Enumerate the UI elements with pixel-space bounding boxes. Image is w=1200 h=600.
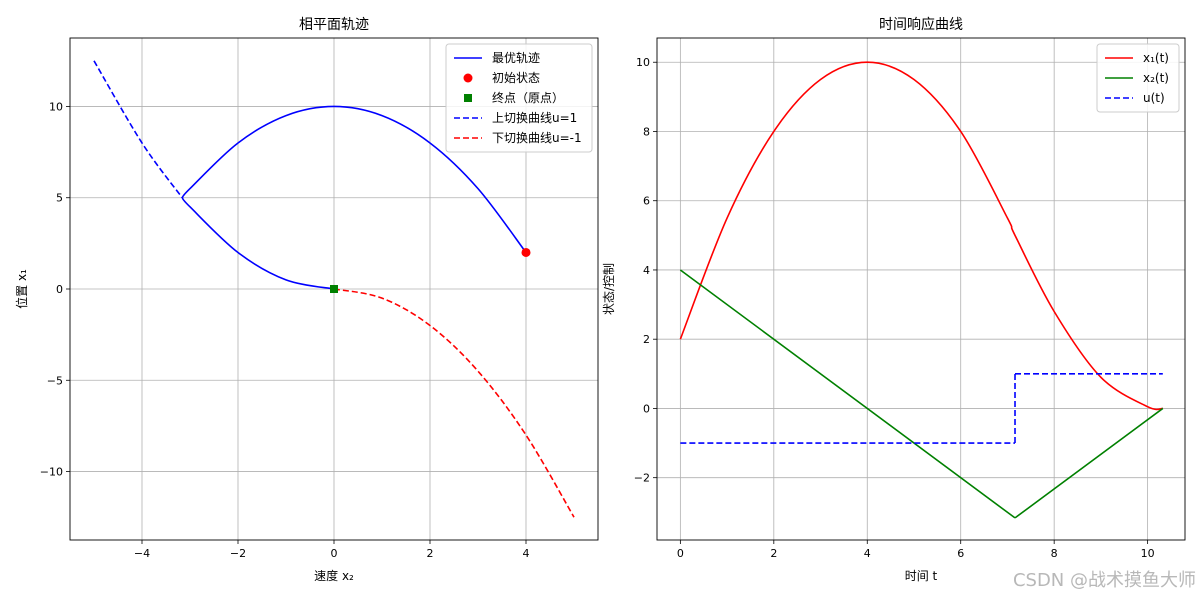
scatter-point-square bbox=[330, 285, 338, 293]
axes-frame bbox=[656, 37, 1186, 541]
x-axis-label: 速度 x₂ bbox=[314, 568, 354, 583]
x-tick-label: 2 bbox=[770, 547, 777, 560]
axes-frame bbox=[69, 37, 599, 541]
series-line-3 bbox=[93, 60, 183, 199]
legend-entry-label: 上切换曲线u=1 bbox=[492, 111, 577, 125]
scatter-point-circle bbox=[521, 247, 531, 257]
y-tick-label: 10 bbox=[636, 56, 650, 69]
series-line-0 bbox=[181, 105, 527, 290]
series-line-2 bbox=[680, 373, 1163, 444]
x-tick-label: −4 bbox=[134, 547, 150, 560]
series-line-0 bbox=[679, 61, 1163, 411]
watermark: CSDN @战术摸鱼大师 bbox=[1013, 570, 1196, 591]
legend-entry-label: 最优轨迹 bbox=[492, 51, 540, 65]
x-tick-label: 4 bbox=[864, 547, 871, 560]
y-tick-label: 2 bbox=[643, 333, 650, 346]
plot-area bbox=[93, 60, 575, 518]
y-tick-label: 0 bbox=[56, 283, 63, 296]
x-tick-label: 10 bbox=[1141, 547, 1155, 560]
legend-swatch bbox=[463, 73, 473, 83]
legend-swatch bbox=[464, 94, 472, 102]
series-line-1 bbox=[679, 269, 1164, 519]
x-tick-label: 2 bbox=[427, 547, 434, 560]
x-tick-label: 4 bbox=[523, 547, 530, 560]
y-tick-label: 4 bbox=[643, 264, 650, 277]
legend-entry-label: 终点（原点） bbox=[492, 90, 564, 105]
chart-title: 相平面轨迹 bbox=[299, 17, 369, 33]
legend-box bbox=[1096, 43, 1180, 113]
legend-entry-label: u(t) bbox=[1143, 91, 1165, 105]
x-tick-label: −2 bbox=[230, 547, 246, 560]
series-line-4 bbox=[333, 288, 575, 518]
x-tick-label: 0 bbox=[331, 547, 338, 560]
y-tick-label: 0 bbox=[643, 402, 650, 415]
legend-entry-label: 初始状态 bbox=[492, 71, 540, 85]
legend-box bbox=[445, 43, 593, 153]
y-tick-label: 8 bbox=[643, 125, 650, 138]
legend-entry-label: x₂(t) bbox=[1143, 71, 1169, 85]
x-axis-label: 时间 t bbox=[905, 569, 938, 583]
x-tick-label: 8 bbox=[1051, 547, 1058, 560]
chart-title: 时间响应曲线 bbox=[879, 16, 963, 33]
y-tick-label: −2 bbox=[634, 472, 650, 485]
y-tick-label: 6 bbox=[643, 195, 650, 208]
legend: x₁(t) x₂(t) u(t) bbox=[1096, 43, 1180, 113]
x-tick-label: 6 bbox=[957, 547, 964, 560]
legend-entry-label: 下切换曲线u=-1 bbox=[492, 131, 582, 145]
y-tick-label: 10 bbox=[49, 100, 63, 113]
plot-area bbox=[679, 61, 1164, 519]
y-axis-label: 状态/控制 bbox=[602, 263, 616, 315]
y-axis-label: 位置 x₁ bbox=[14, 269, 29, 309]
y-tick-label: 5 bbox=[56, 192, 63, 205]
x-tick-label: 0 bbox=[677, 547, 684, 560]
legend-entry-label: x₁(t) bbox=[1143, 51, 1169, 65]
y-tick-label: −10 bbox=[40, 466, 63, 479]
y-tick-label: −5 bbox=[47, 374, 63, 387]
